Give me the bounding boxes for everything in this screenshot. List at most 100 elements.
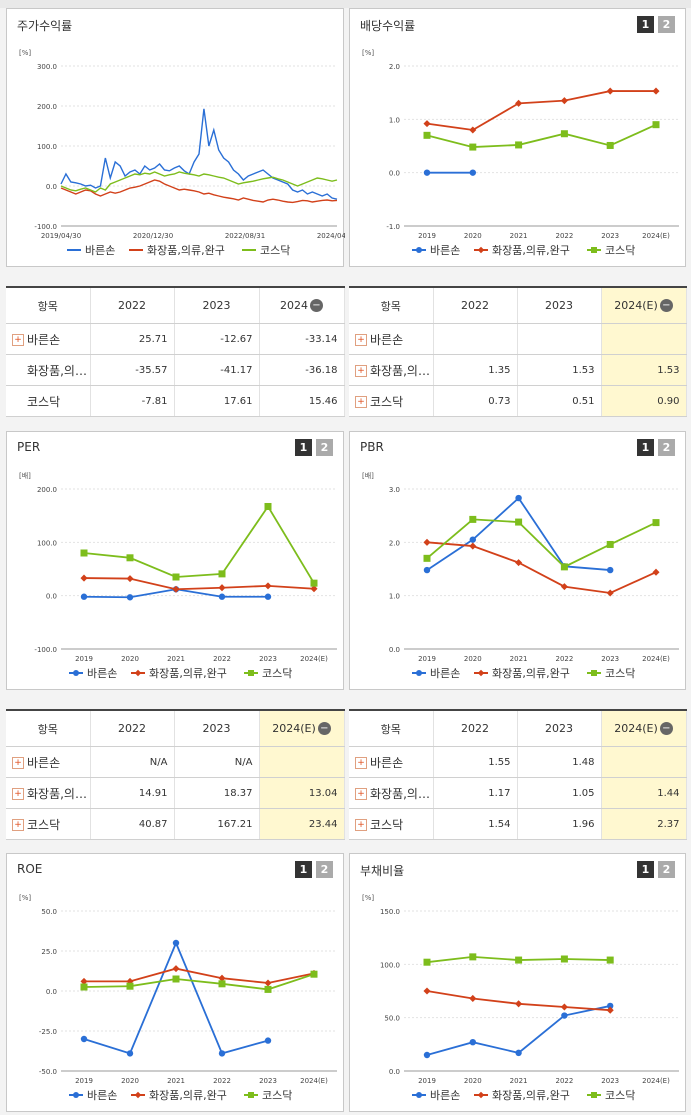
value-cell: 1.17: [433, 777, 518, 809]
data-point: [469, 536, 476, 543]
view-2-button[interactable]: 2: [316, 439, 333, 456]
data-point: [606, 956, 614, 964]
expand-icon[interactable]: +: [355, 819, 367, 831]
view-1-button[interactable]: 1: [637, 16, 654, 33]
legend-label: 코스닥: [260, 244, 290, 257]
x-tick-label: 2019: [418, 232, 436, 240]
y-tick-label: -100.0: [34, 646, 57, 654]
data-point: [652, 87, 660, 95]
y-tick-label: 50.0: [41, 908, 57, 916]
header-label: 항목: [37, 722, 58, 736]
row-label: 코스닥: [27, 394, 61, 409]
expand-icon[interactable]: +: [12, 757, 24, 769]
value-cell: [517, 323, 602, 355]
value-cell: -36.18: [259, 354, 345, 386]
series-line: [60, 108, 338, 200]
legend-marker: [591, 1092, 597, 1098]
data-point: [126, 554, 134, 562]
expand-icon[interactable]: +: [355, 788, 367, 800]
legend-marker: [248, 670, 254, 676]
view-1-button[interactable]: 1: [637, 439, 654, 456]
collapse-icon[interactable]: −: [310, 299, 323, 313]
table-row: + 바른손 N/A N/A: [6, 746, 345, 778]
value-cell: 1.44: [601, 777, 687, 809]
legend-label: 바른손: [87, 667, 117, 680]
header-label: 2023: [202, 722, 231, 735]
series-line: [60, 171, 338, 193]
data-point: [469, 994, 477, 1003]
series-line: [83, 504, 315, 584]
view-1-button[interactable]: 1: [295, 861, 312, 878]
per-table: 항목 2022 2023 2024(E) − + 바른손 N/A N/A + 화장품,의… 14.91…: [6, 709, 345, 840]
expand-icon[interactable]: +: [355, 365, 367, 377]
x-tick-label: 2020: [121, 1077, 139, 1085]
series-line: [83, 940, 269, 1055]
value-cell: [601, 746, 687, 778]
value-cell: 0.51: [517, 385, 602, 417]
header-label: 2022: [461, 299, 489, 312]
row-name-cell: + 코스닥: [349, 385, 434, 417]
header-label: 2024(E): [614, 721, 658, 735]
row-name-cell: + 화장품,의…: [349, 777, 434, 809]
row-name-cell: + 코스닥: [349, 808, 434, 840]
value-cell: 1.96: [517, 808, 602, 840]
legend-marker: [477, 1091, 485, 1099]
expand-icon[interactable]: +: [12, 334, 24, 346]
collapse-icon[interactable]: −: [317, 722, 331, 736]
data-point: [606, 1006, 614, 1014]
table-row: + 바른손 1.55 1.48: [349, 746, 687, 778]
header-label: 2024(E): [272, 721, 316, 735]
data-point: [218, 980, 226, 988]
table-header-item: 항목: [349, 710, 434, 747]
x-tick-label: 2024/04/30: [317, 232, 345, 240]
collapse-icon[interactable]: −: [659, 299, 673, 313]
expand-icon[interactable]: +: [355, 334, 367, 346]
data-point: [469, 1039, 476, 1046]
expand-icon[interactable]: +: [355, 757, 367, 769]
data-point: [264, 593, 272, 600]
x-tick-label: 2020: [464, 655, 482, 663]
expand-icon[interactable]: +: [12, 788, 24, 800]
view-2-button[interactable]: 2: [316, 861, 333, 878]
data-point: [126, 594, 134, 601]
collapse-icon[interactable]: −: [659, 722, 673, 736]
legend-label: 코스닥: [262, 1089, 292, 1102]
view-2-button[interactable]: 2: [658, 861, 675, 878]
y-tick-label: 0.0: [389, 1068, 400, 1076]
x-tick-label: 2019: [75, 1077, 93, 1085]
data-point: [310, 579, 318, 587]
value-cell: 1.05: [517, 777, 602, 809]
expand-icon[interactable]: +: [12, 819, 24, 831]
view-2-button[interactable]: 2: [658, 439, 675, 456]
expand-icon[interactable]: +: [355, 396, 367, 408]
view-1-button[interactable]: 1: [295, 439, 312, 456]
value-cell: -33.14: [259, 323, 345, 355]
x-tick-label: 2022: [213, 655, 231, 663]
view-2-button[interactable]: 2: [658, 16, 675, 33]
header-label: 2022: [118, 722, 146, 735]
x-tick-label: 2019/04/30: [41, 232, 81, 240]
y-tick-label: 200.0: [37, 486, 57, 494]
panel-title: 배당수익률: [360, 19, 416, 33]
legend-marker: [134, 669, 142, 677]
x-tick-label: 2020: [464, 1077, 482, 1085]
value-cell: 40.87: [90, 808, 175, 840]
series-line: [426, 123, 657, 148]
x-tick-label: 2022/08/31: [225, 232, 265, 240]
legend-label: 화장품,의류,완구: [492, 667, 570, 680]
chart-svg: [%] 150.0 100.0 50.0 0.0 2019 2020 2021 2022 2023…: [362, 894, 679, 1102]
table-header-year: 2022: [433, 710, 518, 747]
data-point: [218, 570, 226, 578]
data-point: [652, 568, 660, 576]
view-1-button[interactable]: 1: [637, 861, 654, 878]
value-cell: 1.53: [517, 354, 602, 386]
data-point: [515, 141, 523, 149]
legend-label: 화장품,의류,완구: [147, 244, 225, 257]
x-tick-label: 2020/12/30: [133, 232, 173, 240]
legend-marker: [416, 247, 422, 253]
data-point: [469, 542, 477, 550]
data-point: [515, 1049, 522, 1057]
data-point: [560, 130, 568, 138]
